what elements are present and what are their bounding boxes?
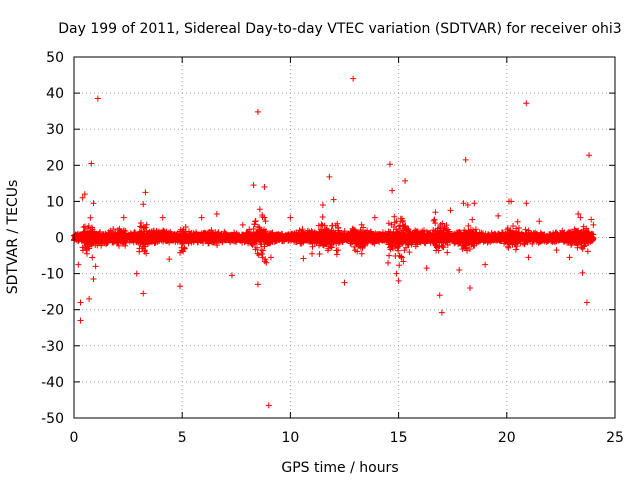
x-tick-label: 15 bbox=[390, 430, 408, 446]
x-axis-label: GPS time / hours bbox=[281, 460, 398, 476]
sdtvar-outlier-point bbox=[213, 211, 220, 218]
x-tick-label: 10 bbox=[281, 430, 299, 446]
sdtvar-outlier-point bbox=[482, 261, 489, 268]
y-tick-label: 50 bbox=[46, 50, 64, 66]
sdtvar-outlier-point bbox=[166, 256, 173, 263]
plot-frame bbox=[73, 56, 616, 419]
sdtvar-outlier-point bbox=[88, 160, 95, 167]
sdtvar-outlier-point bbox=[566, 254, 573, 261]
sdtvar-outlier-point bbox=[177, 283, 184, 290]
sdtvar-outlier-point bbox=[436, 292, 443, 299]
sdtvar-outlier-point bbox=[140, 290, 147, 297]
sdtvar-outlier-point bbox=[456, 266, 463, 273]
sdtvar-bursts bbox=[79, 206, 592, 269]
sdtvar-outlier-point bbox=[86, 295, 93, 302]
sdtvar-outlier-point bbox=[586, 152, 593, 159]
chart-title: Day 199 of 2011, Sidereal Day-to-day VTE… bbox=[58, 21, 621, 37]
sdtvar-outlier-point bbox=[508, 198, 515, 205]
sdtvar-outlier-point bbox=[335, 247, 342, 254]
tick-labels: 0 5 10 15 20 25 -50 -40 -30 -20 -10 0 10 20 30 40 50 bbox=[41, 50, 624, 446]
x-tick-label: 0 bbox=[70, 430, 79, 446]
sdtvar-outlier-point bbox=[330, 196, 337, 203]
y-tick-label: 20 bbox=[46, 158, 64, 174]
y-tick-label: -50 bbox=[41, 411, 64, 427]
y-tick-label: 10 bbox=[46, 194, 64, 210]
sdtvar-outlier-point bbox=[120, 214, 127, 221]
sdtvar-outlier-point bbox=[464, 202, 471, 209]
sdtvar-outlier-point bbox=[341, 279, 348, 286]
sdtvar-outlier-point bbox=[90, 276, 97, 283]
sdtvar-outlier-point bbox=[140, 201, 147, 208]
sdtvar-outlier-point bbox=[386, 161, 393, 168]
sdtvar-outlier-point bbox=[77, 317, 84, 324]
sdtvar-outlier-point bbox=[553, 247, 560, 254]
sdtvar-outlier-point bbox=[239, 221, 246, 228]
y-tick-label: -40 bbox=[41, 375, 64, 391]
y-tick-label: -10 bbox=[41, 267, 64, 283]
sdtvar-outlier-point bbox=[438, 309, 445, 316]
sdtvar-outlier-point bbox=[577, 214, 584, 221]
x-tick-label: 25 bbox=[606, 430, 624, 446]
sdtvar-outlier-point bbox=[142, 189, 149, 196]
sdtvar-outlier-point bbox=[525, 254, 532, 261]
sdtvar-outlier-point bbox=[523, 100, 530, 107]
y-tick-label: 0 bbox=[55, 231, 64, 247]
sdtvar-outlier-point bbox=[81, 191, 88, 198]
data-points bbox=[71, 75, 597, 409]
sdtvar-outlier-point bbox=[358, 250, 365, 257]
sdtvar-outlier-point bbox=[261, 183, 268, 190]
sdtvar-outlier-point bbox=[159, 214, 166, 221]
sdtvar-outlier-point bbox=[92, 263, 99, 270]
sdtvar-outlier-point bbox=[460, 200, 467, 207]
sdtvar-outlier-point bbox=[254, 108, 261, 115]
sdtvar-outlier-point bbox=[77, 299, 84, 306]
sdtvar-outlier-point bbox=[402, 177, 409, 184]
sdtvar-outlier-point bbox=[588, 216, 595, 223]
sdtvar-outlier-point bbox=[393, 270, 400, 277]
sdtvar-outlier-point bbox=[432, 209, 439, 216]
sdtvar-outlier-point bbox=[523, 200, 530, 207]
sdtvar-outlier-point bbox=[254, 281, 261, 288]
x-tick-label: 5 bbox=[178, 430, 187, 446]
sdtvar-outlier-point bbox=[423, 265, 430, 272]
sdtvar-outlier-point bbox=[133, 270, 140, 277]
sdtvar-outlier-point bbox=[319, 202, 326, 209]
sdtvar-outlier-point bbox=[287, 214, 294, 221]
sdtvar-outlier-point bbox=[94, 95, 101, 102]
sdtvar-outlier-point bbox=[350, 75, 357, 82]
sdtvar-outlier-point bbox=[447, 207, 454, 214]
sdtvar-outlier-point bbox=[389, 187, 396, 194]
sdtvar-outlier-point bbox=[300, 255, 307, 262]
sdtvar-outlier-point bbox=[471, 200, 478, 207]
y-tick-label: 30 bbox=[46, 122, 64, 138]
sdtvar-outlier-point bbox=[395, 277, 402, 284]
sdtvar-outlier-point bbox=[583, 299, 590, 306]
x-tick-label: 20 bbox=[498, 430, 516, 446]
y-axis-label: SDTVAR / TECUs bbox=[5, 180, 21, 295]
sdtvar-outlier-point bbox=[198, 214, 205, 221]
sdtvar-outlier-point bbox=[590, 221, 597, 228]
sdtvar-outlier-point bbox=[462, 156, 469, 163]
sdtvar-outlier-point bbox=[309, 250, 316, 257]
y-tick-label: -30 bbox=[41, 339, 64, 355]
sdtvar-outlier-point bbox=[228, 272, 235, 279]
sdtvar-outlier-point bbox=[371, 214, 378, 221]
sdtvar-outlier-point bbox=[90, 200, 97, 207]
sdtvar-outlier-point bbox=[267, 254, 274, 261]
sdtvar-outlier-point bbox=[83, 250, 90, 257]
sdtvar-outlier-point bbox=[575, 211, 582, 218]
sdtvar-outlier-point bbox=[579, 269, 586, 276]
y-tick-label: -20 bbox=[41, 303, 64, 319]
sdtvar-outlier-point bbox=[79, 194, 86, 201]
sdtvar-outlier-point bbox=[467, 285, 474, 292]
sdtvar-outlier-point bbox=[326, 173, 333, 180]
sdtvar-outlier-point bbox=[536, 218, 543, 225]
sdtvar-outlier-point bbox=[75, 261, 82, 268]
y-tick-label: 40 bbox=[46, 86, 64, 102]
sdtvar-outlier-point bbox=[265, 402, 272, 409]
sdtvar-outlier-point bbox=[495, 212, 502, 219]
sdtvar-outlier-point bbox=[250, 182, 257, 189]
